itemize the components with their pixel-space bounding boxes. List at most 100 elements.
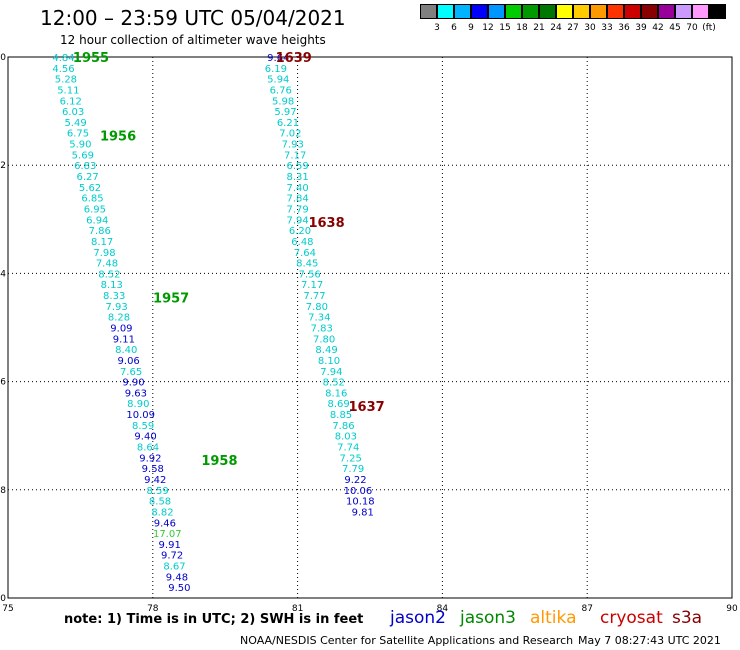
wave-height-value: 7.64	[294, 248, 316, 259]
legend-label: 27	[567, 23, 579, 33]
wave-height-value: 6.21	[277, 118, 299, 129]
wave-height-value: 5.97	[274, 107, 296, 118]
satellite-label-jason3: jason3	[460, 608, 516, 628]
wave-height-value: 7.25	[340, 453, 362, 464]
wave-height-value: 7.80	[313, 334, 335, 345]
wave-height-value: 6.95	[84, 204, 106, 215]
legend-swatch	[437, 4, 454, 19]
wave-height-value: 7.93	[105, 302, 127, 313]
wave-height-value: 9.72	[161, 551, 183, 562]
wave-height-value: 9.06	[118, 356, 140, 367]
wave-height-value: 6.48	[291, 237, 313, 248]
legend-swatch	[420, 4, 437, 19]
legend-swatch	[488, 4, 505, 19]
wave-height-value: 8.69	[327, 399, 349, 410]
wave-height-value: 4.84	[52, 53, 74, 64]
pass-time-label: 1957	[153, 292, 189, 307]
legend-swatch	[522, 4, 539, 19]
legend-label: 6	[451, 23, 457, 33]
wave-height-value: 7.65	[120, 367, 142, 378]
wave-height-value: 5.69	[72, 150, 94, 161]
wave-height-value: 8.28	[108, 313, 130, 324]
legend-swatch	[471, 4, 488, 19]
legend-swatch	[641, 4, 658, 19]
wave-height-value: 7.56	[299, 269, 321, 280]
wave-height-value: 8.64	[137, 443, 159, 454]
wave-height-value: 8.85	[330, 410, 352, 421]
x-tick-label: 78	[147, 604, 159, 614]
wave-height-value: 7.84	[286, 194, 308, 205]
legend-label: 3	[434, 23, 440, 33]
legend-swatch	[675, 4, 692, 19]
x-tick-label: 81	[292, 604, 303, 614]
x-tick-label: 87	[581, 604, 592, 614]
wave-height-value: 6.20	[289, 226, 311, 237]
wave-height-value: 8.45	[296, 259, 318, 270]
legend-swatch	[505, 4, 522, 19]
page-subtitle: 12 hour collection of altimeter wave hei…	[60, 33, 326, 47]
wave-height-value: 9.64	[267, 53, 289, 64]
legend-label: 33	[601, 23, 613, 33]
legend-label: 70	[686, 23, 698, 33]
legend-swatch	[624, 4, 641, 19]
wave-height-value: 9.63	[125, 388, 147, 399]
footer-credit: NOAA/NESDIS Center for Satellite Applica…	[240, 634, 574, 647]
wave-height-value: 8.52	[98, 269, 120, 280]
wave-height-value: 8.82	[151, 507, 173, 518]
wave-height-value: 8.40	[115, 345, 137, 356]
wave-height-value: 5.62	[79, 183, 101, 194]
y-tick-label: -8	[0, 486, 6, 496]
x-tick-label: 84	[437, 604, 449, 614]
legend-swatch	[692, 4, 709, 19]
wave-height-value: 6.19	[265, 64, 287, 75]
legend-label: 21	[533, 23, 545, 33]
wave-height-value: 7.74	[337, 443, 359, 454]
wave-height-value: 9.42	[144, 475, 166, 486]
wave-height-value: 6.27	[77, 172, 99, 183]
wave-height-value: 7.86	[332, 421, 354, 432]
wave-height-value: 8.59	[132, 421, 154, 432]
wave-height-value: 7.17	[301, 280, 323, 291]
wave-height-value: 6.59	[286, 161, 308, 172]
legend-label: 45	[669, 23, 681, 33]
satellite-label-jason2: jason2	[390, 608, 446, 628]
wave-height-value: 8.58	[149, 497, 171, 508]
wave-height-value: 10.09	[126, 410, 155, 421]
satellite-label-s3a: s3a	[672, 608, 703, 628]
legend-label: 30	[584, 23, 596, 33]
wave-height-value: 10.18	[346, 497, 375, 508]
legend-label: 15	[499, 23, 511, 33]
wave-height-value: 6.83	[74, 161, 96, 172]
pass-time-label: 1638	[308, 216, 344, 231]
pass-time-label: 1956	[100, 129, 136, 144]
wave-height-value: 7.77	[303, 291, 325, 302]
legend-swatch	[709, 4, 726, 19]
wave-height-value: 8.13	[101, 280, 123, 291]
wave-height-value: 6.94	[86, 215, 108, 226]
wave-height-value: 9.90	[122, 378, 144, 389]
wave-height-value: 9.92	[139, 453, 161, 464]
pass-time-label: 1637	[349, 400, 385, 415]
wave-height-value: 10.06	[344, 486, 373, 497]
wave-height-value: 8.52	[323, 378, 345, 389]
wave-height-value: 9.50	[168, 583, 190, 594]
wave-height-value: 6.12	[60, 96, 82, 107]
wave-height-value: 9.40	[134, 432, 156, 443]
pass-time-label: 1955	[73, 51, 109, 66]
wave-height-value: 7.98	[93, 248, 115, 259]
legend-swatch	[539, 4, 556, 19]
y-tick-label: -2	[0, 161, 6, 171]
wave-height-value: 8.31	[286, 172, 308, 183]
wave-height-value: 6.85	[81, 194, 103, 205]
wave-height-value: 9.46	[154, 518, 176, 529]
legend-label: 42	[652, 23, 664, 33]
wave-height-value: 7.93	[282, 140, 304, 151]
wave-height-value: 8.16	[325, 388, 347, 399]
legend-swatch	[607, 4, 624, 19]
wave-height-value: 8.03	[335, 432, 357, 443]
legend-swatch	[556, 4, 573, 19]
legend-label: 12	[482, 23, 494, 33]
y-tick-label: 0	[0, 53, 6, 63]
wave-height-value: 8.49	[315, 345, 337, 356]
